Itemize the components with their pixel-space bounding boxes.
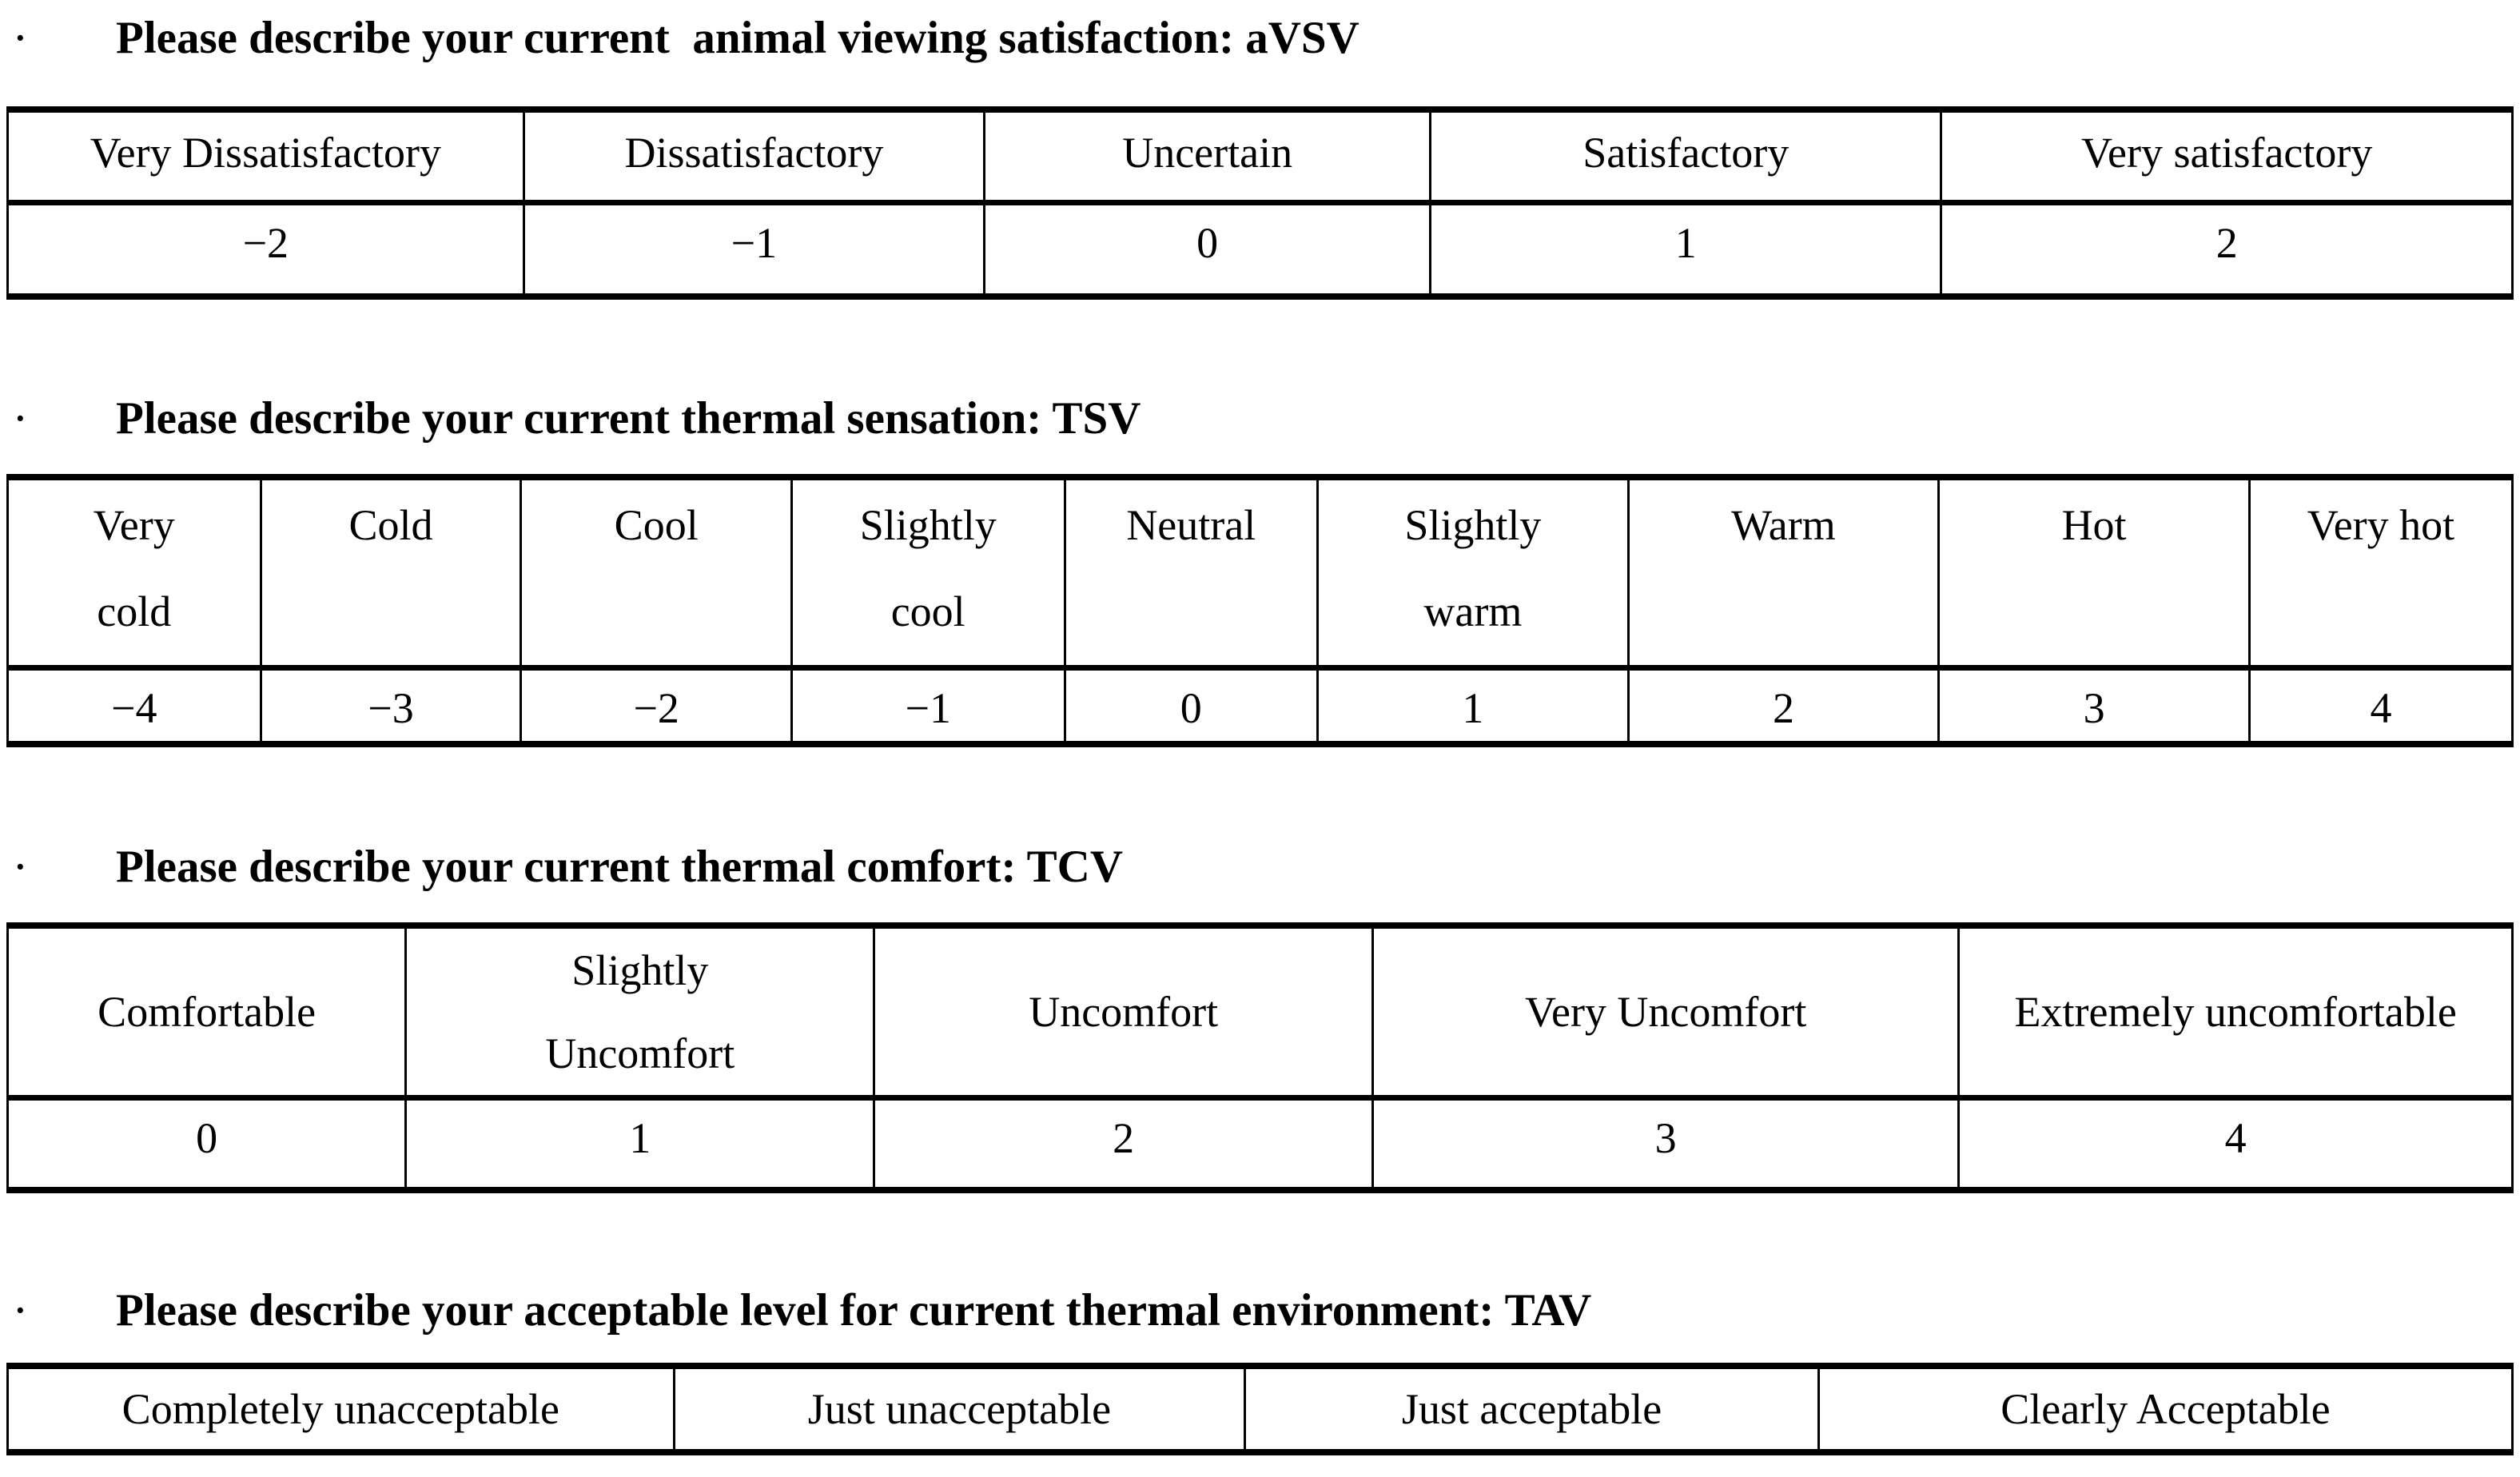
header-cell: Clearly Acceptable [1817,1366,2514,1452]
table-header-row: Completely unacceptable Just unacceptabl… [6,1366,2514,1452]
header-cell: Uncomfort [873,926,1374,1101]
bullet-icon: · [14,399,26,438]
question-title: Please describe your current thermal com… [116,842,1124,892]
header-cell: Cool [520,477,793,671]
header-cell: Warm [1626,477,1941,671]
question-title: Please describe your current animal view… [116,13,1360,63]
header-cell: Dissatisfactory [522,109,986,205]
value-cell: 3 [1937,667,2251,744]
value-cell: 1 [1429,202,1943,297]
table-header-row: Comfortable Slightly Uncomfort Uncomfort… [6,926,2514,1101]
header-cell: Very Uncomfort [1371,926,1961,1101]
bullet-icon: · [14,847,26,886]
value-cell: 3 [1371,1097,1961,1190]
header-cell: Very hot [2247,477,2514,671]
table-value-row: −4 −3 −2 −1 0 1 2 3 4 [6,667,2514,744]
table-header-row: Very Dissatisfactory Dissatisfactory Unc… [6,109,2514,205]
question-title: Please describe your current thermal sen… [116,393,1141,444]
bullet-icon: · [14,18,26,58]
header-cell: Comfortable [6,926,408,1101]
rating-table-tsv: Very cold Cold Cool Slightly cool Neutra… [6,474,2514,747]
table-header-row: Very cold Cold Cool Slightly cool Neutra… [6,477,2514,671]
value-cell: −1 [790,667,1066,744]
value-cell: 4 [1957,1097,2514,1190]
header-cell: Completely unacceptable [6,1366,675,1452]
value-cell: 0 [983,202,1432,297]
question-heading-tcv: · Please describe your current thermal c… [14,835,2492,899]
question-heading-tav: · Please describe your acceptable level … [14,1279,2492,1343]
rating-table-tcv: Comfortable Slightly Uncomfort Uncomfort… [6,922,2514,1193]
value-cell: 2 [1626,667,1941,744]
header-cell: Very Dissatisfactory [6,109,525,205]
header-cell: Uncertain [983,109,1432,205]
header-cell: Very cold [6,477,262,671]
rating-table-avsv: Very Dissatisfactory Dissatisfactory Unc… [6,106,2514,300]
table-value-row: −2 −1 0 1 2 [6,202,2514,297]
header-cell: Very satisfactory [1940,109,2514,205]
question-title: Please describe your acceptable level fo… [116,1285,1592,1336]
header-cell: Just acceptable [1244,1366,1820,1452]
header-cell: Slightly warm [1316,477,1630,671]
bullet-icon: · [14,1291,26,1330]
value-cell: 2 [873,1097,1374,1190]
value-cell: −4 [6,667,262,744]
header-cell: Slightly Uncomfort [404,926,876,1101]
question-heading-tsv: · Please describe your current thermal s… [14,387,2492,451]
value-cell: 4 [2247,667,2514,744]
value-cell: −3 [259,667,523,744]
question-heading-avsv: · Please describe your current animal vi… [14,6,2492,70]
header-cell: Cold [259,477,523,671]
header-cell: Satisfactory [1429,109,1943,205]
table-value-row: 0 1 2 3 4 [6,1097,2514,1190]
value-cell: 1 [1316,667,1630,744]
header-cell: Extremely uncomfortable [1957,926,2514,1101]
value-cell: 0 [6,1097,408,1190]
value-cell: 0 [1063,667,1320,744]
value-cell: −2 [520,667,793,744]
header-cell: Hot [1937,477,2251,671]
header-cell: Just unacceptable [672,1366,1247,1452]
value-cell: −1 [522,202,986,297]
rating-table-tav: Completely unacceptable Just unacceptabl… [6,1363,2514,1455]
value-cell: −2 [6,202,525,297]
header-cell: Slightly cool [790,477,1066,671]
value-cell: 2 [1940,202,2514,297]
header-cell: Neutral [1063,477,1320,671]
value-cell: 1 [404,1097,876,1190]
